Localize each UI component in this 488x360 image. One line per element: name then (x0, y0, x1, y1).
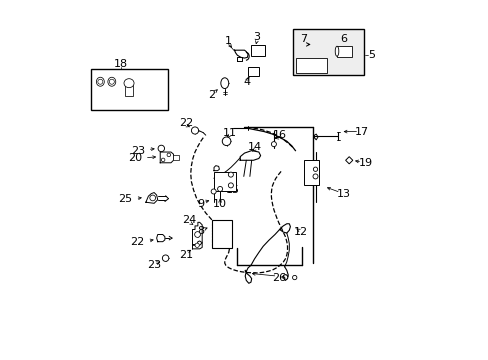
Circle shape (109, 79, 114, 84)
FancyBboxPatch shape (296, 58, 326, 73)
Text: 16: 16 (272, 130, 286, 140)
Circle shape (167, 153, 170, 157)
Text: 8: 8 (197, 226, 204, 236)
Text: 13: 13 (337, 189, 350, 199)
Circle shape (292, 275, 296, 280)
Text: 5: 5 (367, 50, 374, 60)
Text: 12: 12 (293, 227, 307, 237)
Ellipse shape (221, 78, 228, 89)
Circle shape (228, 172, 233, 177)
Circle shape (191, 127, 198, 134)
FancyBboxPatch shape (125, 85, 133, 96)
Text: 9: 9 (197, 199, 204, 210)
FancyBboxPatch shape (304, 160, 319, 185)
FancyBboxPatch shape (336, 46, 352, 57)
Ellipse shape (335, 46, 338, 56)
Text: 2: 2 (207, 90, 215, 100)
Text: 11: 11 (222, 128, 236, 138)
Circle shape (228, 183, 233, 188)
Text: 18: 18 (114, 59, 127, 69)
Text: 22: 22 (130, 237, 144, 247)
Text: 22: 22 (179, 118, 193, 128)
Text: 24: 24 (182, 215, 196, 225)
Text: 26: 26 (272, 273, 286, 283)
Bar (292, 30, 363, 75)
Circle shape (313, 167, 317, 171)
Text: 4: 4 (244, 77, 250, 87)
Circle shape (195, 243, 199, 247)
Bar (91, 69, 168, 110)
Ellipse shape (124, 79, 134, 87)
Text: 15: 15 (225, 185, 240, 195)
Circle shape (217, 186, 222, 192)
Ellipse shape (96, 77, 104, 86)
Bar (211, 220, 232, 248)
FancyBboxPatch shape (173, 155, 179, 159)
Text: 25: 25 (118, 194, 132, 204)
Text: 17: 17 (354, 127, 368, 136)
Circle shape (271, 141, 276, 147)
Text: 10: 10 (213, 199, 226, 210)
FancyBboxPatch shape (247, 67, 259, 76)
Circle shape (158, 145, 164, 152)
Circle shape (194, 231, 200, 237)
Text: 1: 1 (225, 36, 232, 46)
Circle shape (149, 195, 155, 201)
Ellipse shape (108, 77, 116, 86)
Text: 7: 7 (300, 35, 306, 44)
Text: 6: 6 (340, 35, 347, 44)
Text: 14: 14 (248, 142, 262, 152)
Circle shape (162, 255, 168, 261)
Text: 3: 3 (253, 32, 260, 41)
Circle shape (161, 158, 164, 162)
Bar (214, 172, 235, 192)
Text: 23: 23 (130, 145, 144, 156)
Circle shape (211, 189, 216, 194)
Text: 23: 23 (147, 260, 161, 270)
Circle shape (222, 137, 230, 145)
Polygon shape (345, 157, 352, 164)
Text: 20: 20 (128, 153, 142, 163)
Circle shape (98, 79, 102, 84)
Circle shape (312, 174, 317, 179)
Text: 19: 19 (358, 158, 372, 168)
FancyBboxPatch shape (250, 45, 264, 55)
Text: 21: 21 (179, 249, 193, 260)
